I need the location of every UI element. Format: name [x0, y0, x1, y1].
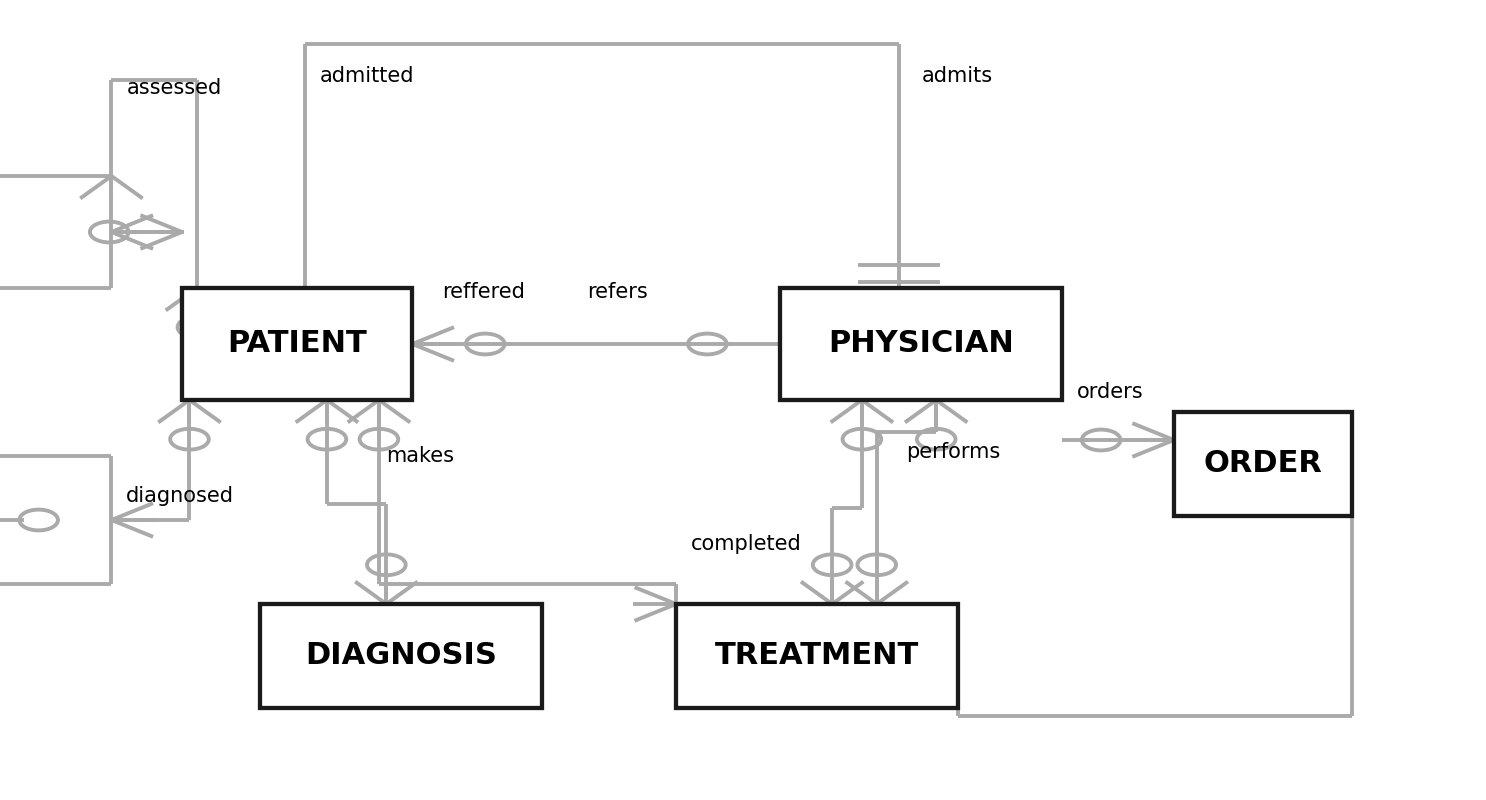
Text: TREATMENT: TREATMENT	[715, 642, 920, 670]
Text: PHYSICIAN: PHYSICIAN	[829, 330, 1013, 358]
Bar	[1174, 412, 1352, 516]
Text: performs: performs	[906, 442, 1000, 462]
Text: DIAGNOSIS: DIAGNOSIS	[305, 642, 498, 670]
Text: makes: makes	[386, 446, 455, 466]
Text: PATIENT: PATIENT	[227, 330, 367, 358]
Text: admits: admits	[921, 66, 993, 86]
Text: admitted: admitted	[319, 66, 415, 86]
Text: completed: completed	[691, 534, 802, 554]
Text: reffered: reffered	[443, 282, 525, 302]
Text: diagnosed: diagnosed	[126, 486, 235, 506]
Bar	[183, 288, 413, 400]
Bar	[676, 604, 958, 708]
Bar	[260, 604, 542, 708]
Bar	[780, 288, 1062, 400]
Text: assessed: assessed	[126, 78, 221, 98]
Text: ORDER: ORDER	[1204, 450, 1323, 478]
Text: orders: orders	[1077, 382, 1144, 402]
Text: refers: refers	[587, 282, 648, 302]
